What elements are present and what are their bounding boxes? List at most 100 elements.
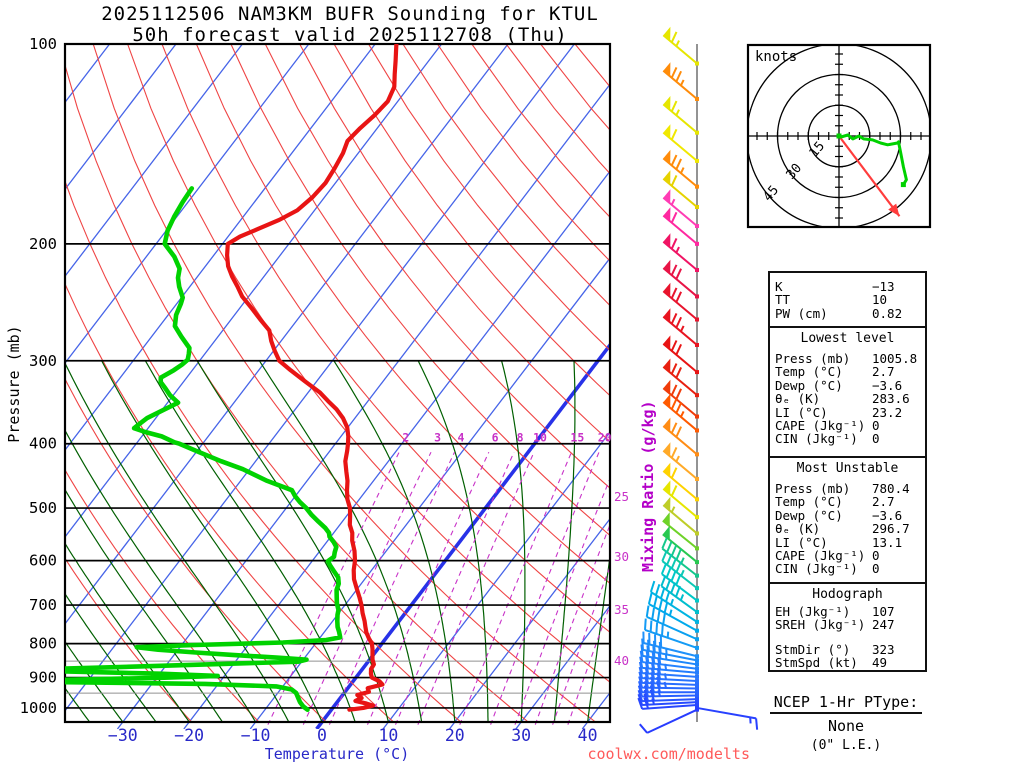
stat-value: 10	[872, 292, 888, 308]
mixing-ratio-axis-label: Mixing Ratio (g/kg)	[639, 400, 657, 572]
svg-text:0: 0	[317, 726, 327, 745]
stat-row: PW (cm) 0.82	[770, 305, 925, 321]
svg-text:8: 8	[517, 431, 524, 445]
temperature-tick-labels: −30 −20 −10 0 10 20 30 40	[108, 726, 598, 745]
svg-text:40: 40	[614, 653, 629, 668]
stat-row: θₑ (K) 296.7	[770, 521, 925, 537]
stat-label: Dewp (°C)	[775, 507, 843, 523]
panel-title: Hodograph	[812, 587, 883, 602]
wind-barb	[662, 26, 699, 66]
stat-label: Press (mb)	[775, 481, 851, 496]
svg-text:35: 35	[614, 602, 629, 617]
sounding-traces	[65, 44, 399, 713]
wind-barb	[662, 149, 699, 189]
wind-barb	[662, 233, 699, 273]
svg-text:100: 100	[29, 35, 57, 53]
wind-barb	[662, 62, 699, 101]
stat-label: StmDir (°)	[775, 641, 851, 657]
stat-row: TT 10	[770, 292, 925, 308]
watermark: coolwx.com/modelts	[587, 745, 750, 763]
wind-barb	[660, 575, 699, 615]
stat-label: SREH (Jkg⁻¹)	[775, 617, 866, 633]
stat-value: −3.6	[872, 507, 903, 523]
hodograph-units-label: knots	[755, 49, 798, 65]
stat-row: SREH (Jkg⁻¹) 247	[770, 617, 925, 633]
wind-barb	[662, 358, 699, 398]
most-unstable-panel: Most Unstable Press (mb) 780.4 Temp (°C) 2.…	[768, 456, 927, 584]
most-unstable-rows: Press (mb) 780.4 Temp (°C) 2.7 Dewp (°C) −3.6…	[770, 476, 925, 576]
svg-text:800: 800	[29, 635, 57, 653]
background-grid	[65, 44, 610, 729]
stat-value: 780.4	[872, 481, 910, 496]
wind-barb	[662, 496, 699, 536]
svg-text:10: 10	[533, 431, 547, 445]
stat-value: 2.7	[872, 494, 895, 510]
stat-value: 0	[872, 561, 880, 577]
stat-label: PW (cm)	[775, 305, 828, 321]
svg-text:25: 25	[614, 489, 629, 504]
ptype-note: (0" L.E.)	[810, 738, 882, 753]
stat-value: 0	[872, 548, 880, 564]
lowest-level-rows: Press (mb) 1005.8 Temp (°C) 2.7 Dewp (°C) −3.…	[770, 346, 925, 446]
hodograph-trace	[838, 133, 908, 186]
storm-motion-arrow	[838, 135, 901, 217]
wind-barb	[662, 379, 699, 419]
svg-text:20: 20	[598, 431, 612, 445]
svg-text:2: 2	[402, 431, 409, 445]
stat-row: StmDir (°) 323	[770, 641, 925, 657]
indices-rows: K −13 TT 10 PW (cm) 0.82	[770, 273, 925, 321]
stat-label: EH (Jkg⁻¹)	[775, 604, 851, 619]
stat-label: StmSpd (kt)	[775, 655, 858, 671]
wind-barb	[662, 282, 699, 322]
wind-barb	[640, 644, 699, 667]
stat-label: θₑ (K)	[775, 391, 821, 407]
wind-barb	[645, 605, 699, 642]
stat-row: StmSpd (kt) 49	[770, 655, 925, 671]
stat-value: −3.6	[872, 377, 903, 393]
svg-text:700: 700	[29, 596, 57, 614]
stat-label: CIN (Jkg⁻¹)	[775, 431, 858, 447]
stat-row: Dewp (°C) −3.6	[770, 377, 925, 393]
wind-barb	[662, 417, 699, 457]
svg-text:−10: −10	[241, 726, 271, 745]
svg-text:1000: 1000	[20, 699, 57, 717]
wind-barbs	[637, 26, 759, 734]
svg-text:40: 40	[578, 726, 598, 745]
stat-value: 1005.8	[872, 351, 918, 366]
stat-row: Press (mb) 780.4	[770, 481, 925, 496]
stat-row: LI (°C) 13.1	[770, 535, 925, 549]
stat-value: 23.2	[872, 404, 903, 420]
svg-text:20: 20	[445, 726, 465, 745]
svg-text:600: 600	[29, 552, 57, 570]
mixing-ratio-labels: 2 3 4 6 8 10 15 20 25 30 35 40	[402, 431, 629, 668]
svg-text:900: 900	[29, 669, 57, 687]
wind-barb	[662, 442, 699, 481]
wind-barb	[662, 259, 699, 299]
stat-label: Temp (°C)	[775, 364, 843, 380]
svg-text:30: 30	[614, 549, 629, 564]
pressure-axis-label: Pressure (mb)	[5, 325, 23, 443]
wind-barb	[639, 707, 699, 734]
stat-row: CIN (Jkg⁻¹) 0	[770, 561, 925, 577]
wind-barb	[662, 480, 699, 520]
wind-barb	[637, 697, 699, 710]
hodograph-ring-label: 45	[761, 183, 783, 205]
wind-barb	[662, 525, 699, 565]
stat-value: 296.7	[872, 521, 910, 537]
wind-barb	[662, 170, 699, 210]
stat-row: CAPE (Jkg⁻¹) 0	[770, 548, 925, 564]
pressure-tick-labels: 100 200 300 400 500 600 700 800 900 1000	[20, 35, 57, 717]
stat-value: 49	[872, 655, 888, 671]
pressure-gridlines	[65, 43, 610, 709]
ptype-panel: NCEP 1-Hr PType: None (0" L.E.)	[745, 692, 947, 753]
svg-text:3: 3	[434, 431, 441, 445]
svg-text:400: 400	[29, 435, 57, 453]
dewpoint-trace	[65, 186, 343, 713]
temperature-axis-label: Temperature (°C)	[264, 745, 410, 763]
wind-barb	[637, 685, 699, 698]
stat-label: CIN (Jkg⁻¹)	[775, 561, 858, 577]
stat-value: 2.7	[872, 364, 895, 380]
stat-row: CAPE (Jkg⁻¹) 0	[770, 419, 925, 433]
